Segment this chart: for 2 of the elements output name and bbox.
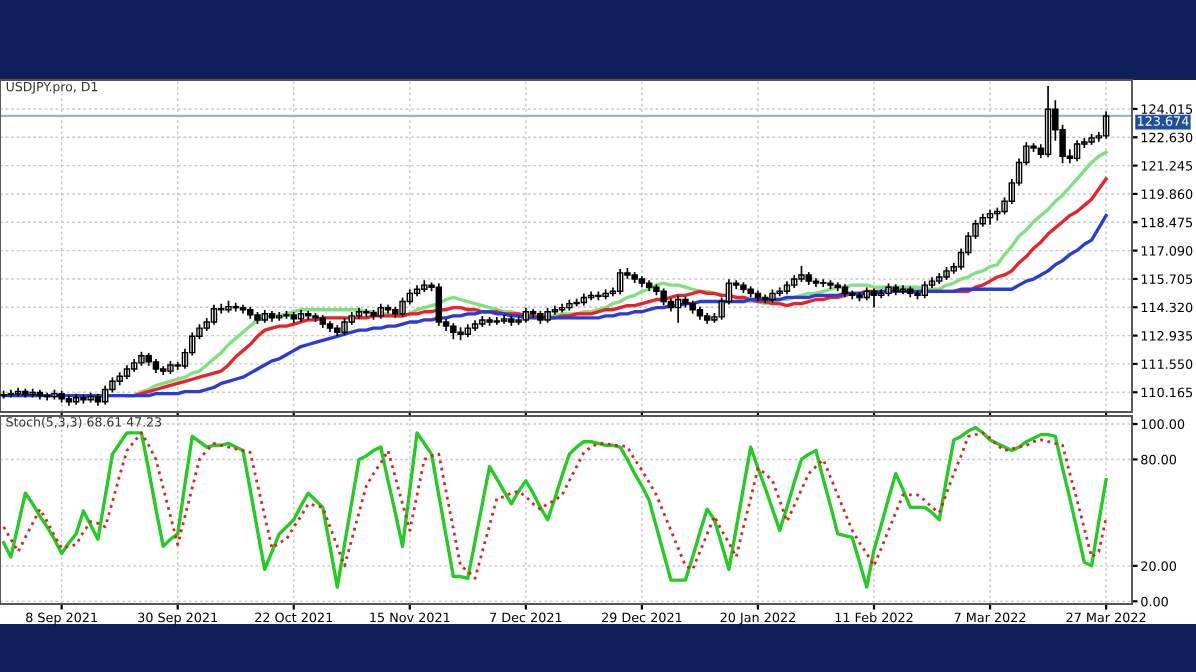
candlestick bbox=[834, 282, 841, 292]
line-series bbox=[1, 213, 1108, 398]
